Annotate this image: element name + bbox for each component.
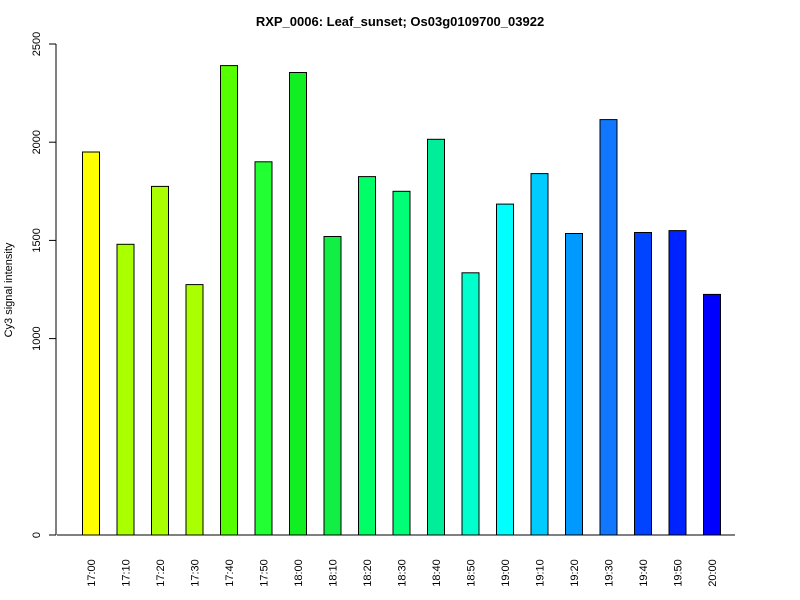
- x-tick-label: 18:40: [431, 559, 443, 587]
- bar-1710: [116, 243, 135, 536]
- bar-2000: [703, 293, 721, 536]
- y-axis-label: Cy3 signal intensity: [3, 242, 15, 337]
- bar-1720: [151, 185, 169, 536]
- y-axis: 0 1000 1500 2000 2500: [31, 32, 57, 538]
- y-tick-label: 2500: [31, 32, 43, 56]
- bar-1910: [530, 173, 549, 536]
- x-tick-label: 19:50: [673, 559, 685, 587]
- bar-1920: [565, 233, 583, 536]
- x-tick-label: 18:10: [328, 559, 340, 587]
- x-tick-label: 19:20: [569, 559, 581, 587]
- y-tick-label: 0: [31, 532, 43, 538]
- bar-1700: [82, 151, 100, 536]
- x-tick-label: 19:30: [604, 559, 616, 587]
- bar-1950: [668, 230, 687, 536]
- y-tick-label: 2000: [31, 130, 43, 154]
- bar-1810: [323, 236, 342, 536]
- x-tick-label: 18:00: [293, 559, 305, 587]
- bar-1740: [220, 65, 238, 536]
- x-tick-label: 17:10: [121, 559, 133, 587]
- bar-1750: [254, 161, 273, 536]
- y-tick-label: 1000: [31, 326, 43, 350]
- bar-1830: [392, 190, 411, 536]
- bar-1800: [289, 72, 307, 536]
- bar-1930: [599, 119, 618, 536]
- x-tick-label: 17:00: [86, 559, 98, 587]
- bar-1820: [358, 176, 376, 536]
- x-tick-label: 18:50: [466, 559, 478, 587]
- x-tick-label: 19:10: [535, 559, 547, 587]
- x-tick-label: 17:50: [259, 559, 271, 587]
- x-tick-label: 17:40: [224, 559, 236, 587]
- x-tick-label: 20:00: [707, 559, 719, 587]
- x-tick-label: 17:20: [155, 559, 167, 587]
- bar-1900: [496, 203, 514, 536]
- x-tick-label: 19:00: [500, 559, 512, 587]
- bar-1840: [427, 138, 445, 536]
- bar-1850: [461, 272, 480, 536]
- bar-1730: [185, 284, 204, 536]
- bars: [82, 65, 721, 536]
- y-tick-label: 1500: [31, 228, 43, 252]
- x-tick-label: 18:30: [397, 559, 409, 587]
- x-tick-label: 18:20: [362, 559, 374, 587]
- x-tick-labels: 17:00 17:10 17:20 17:30 17:40 17:50 18:00 18:10…: [86, 559, 719, 587]
- x-tick-label: 17:30: [190, 559, 202, 587]
- x-tick-label: 19:40: [638, 559, 650, 587]
- chart-title: RXP_0006: Leaf_sunset; Os03g0109700_0392…: [256, 14, 544, 29]
- bar-1940: [634, 232, 652, 536]
